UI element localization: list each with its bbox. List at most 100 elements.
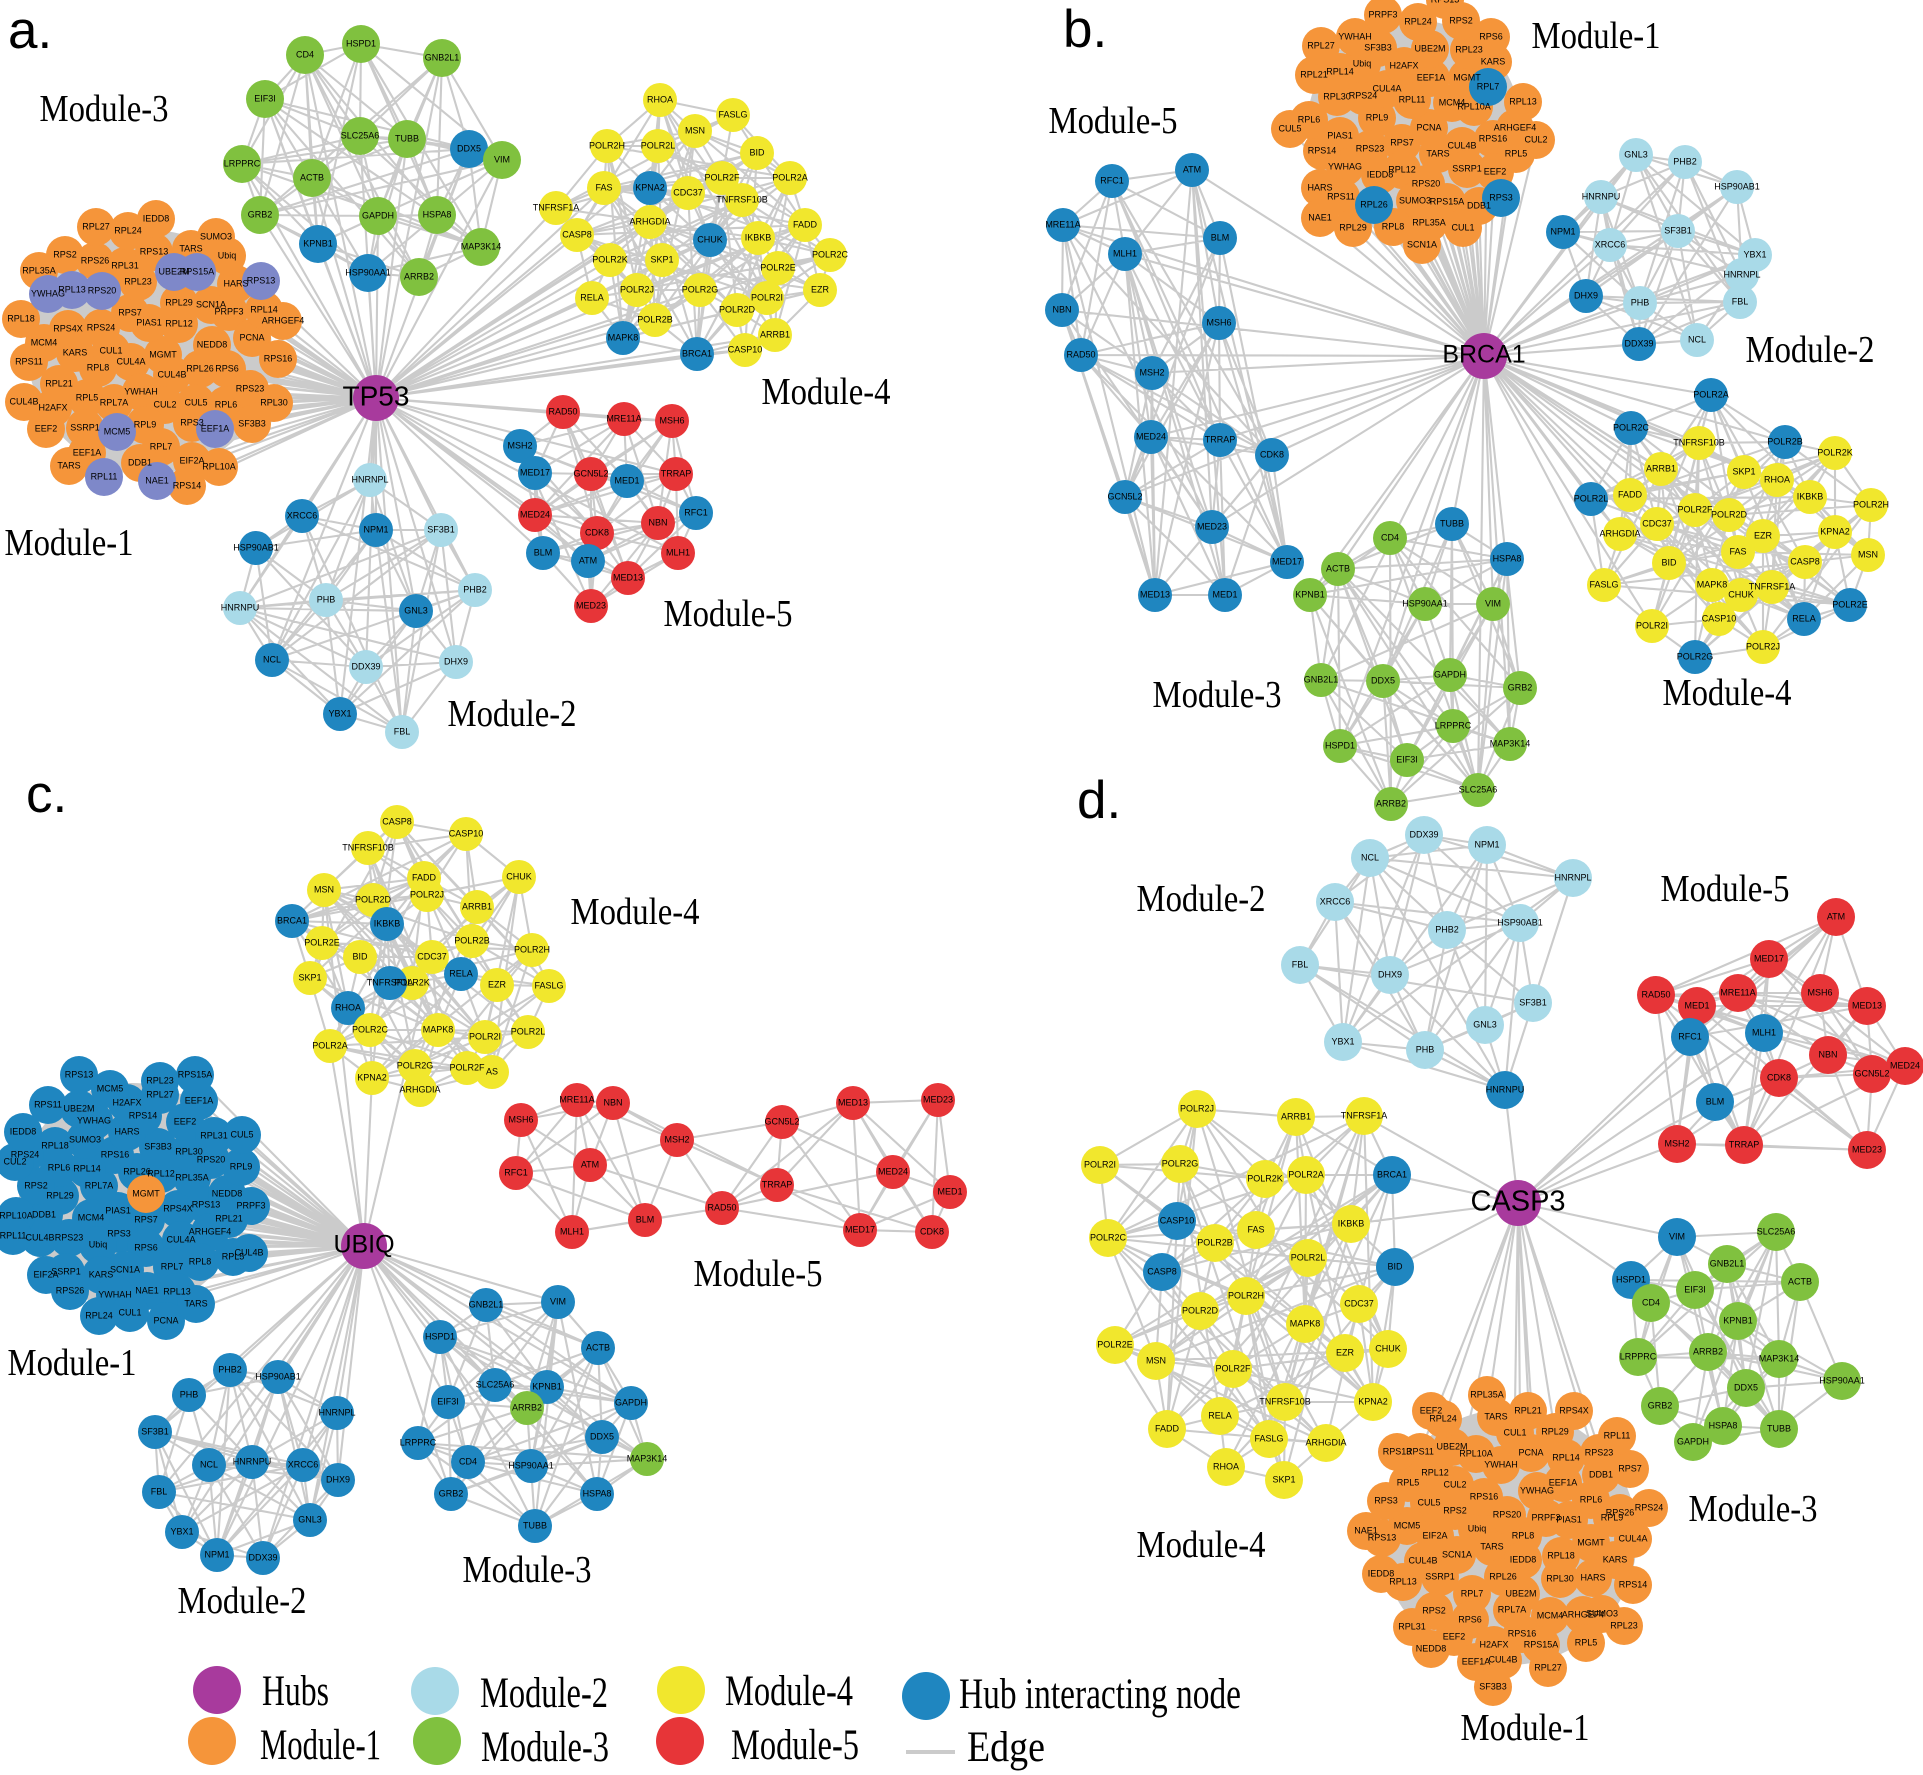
svg-text:DDX39: DDX39 [351, 661, 380, 671]
svg-text:RFC1: RFC1 [684, 507, 708, 517]
svg-text:POLR2L: POLR2L [641, 140, 676, 150]
svg-text:XRCC6: XRCC6 [288, 1459, 319, 1469]
svg-text:Module-3: Module-3 [481, 1724, 609, 1771]
svg-text:Ubiq: Ubiq [1353, 58, 1372, 68]
svg-text:HSP90AA1: HSP90AA1 [1819, 1375, 1865, 1385]
svg-text:BID: BID [1387, 1261, 1403, 1271]
svg-text:RPS16: RPS16 [1470, 1491, 1499, 1501]
svg-text:KARS: KARS [89, 1269, 114, 1279]
svg-text:RPS13: RPS13 [140, 246, 169, 256]
svg-text:EIF2A: EIF2A [1422, 1530, 1447, 1540]
svg-text:RPL6: RPL6 [48, 1162, 71, 1172]
svg-text:NAE1: NAE1 [145, 475, 169, 485]
svg-text:UBE2M: UBE2M [63, 1103, 94, 1113]
svg-text:SCN1A: SCN1A [1407, 239, 1437, 249]
svg-text:RPL35A: RPL35A [1412, 217, 1446, 227]
svg-text:SLC25A6: SLC25A6 [476, 1379, 515, 1389]
svg-text:CASP3: CASP3 [1470, 1186, 1565, 1218]
svg-text:MAP3K14: MAP3K14 [1490, 738, 1531, 748]
svg-text:CDC37: CDC37 [1344, 1298, 1374, 1308]
svg-text:Module-4: Module-4 [1663, 672, 1792, 714]
svg-text:CUL4B: CUL4B [1408, 1555, 1437, 1565]
svg-text:SUMO3: SUMO3 [1586, 1608, 1618, 1618]
svg-text:PCNA: PCNA [239, 332, 264, 342]
svg-text:MRE11A: MRE11A [1720, 987, 1755, 997]
svg-text:MSH6: MSH6 [508, 1114, 533, 1124]
svg-text:RPS6: RPS6 [134, 1242, 158, 1252]
svg-text:NAE1: NAE1 [1308, 212, 1332, 222]
svg-text:TARS: TARS [179, 243, 202, 253]
svg-text:POLR2E: POLR2E [760, 262, 796, 272]
svg-text:ACTB: ACTB [1326, 563, 1350, 573]
svg-text:RPS13: RPS13 [1431, 0, 1460, 4]
svg-text:RPL5: RPL5 [1397, 1477, 1420, 1487]
svg-text:RPS2: RPS2 [1422, 1605, 1446, 1615]
svg-text:c.: c. [26, 765, 67, 824]
svg-text:RPL29: RPL29 [1339, 222, 1367, 232]
svg-text:CHUK: CHUK [1728, 589, 1754, 599]
svg-text:POLR2L: POLR2L [511, 1026, 546, 1036]
svg-text:NCL: NCL [1361, 852, 1379, 862]
svg-text:POLR2C: POLR2C [352, 1024, 389, 1034]
svg-text:NEDD8: NEDD8 [197, 339, 228, 349]
svg-text:PRPF3: PRPF3 [236, 1200, 265, 1210]
svg-text:PHB2: PHB2 [463, 584, 487, 594]
svg-text:MCM5: MCM5 [104, 426, 131, 436]
svg-text:CUL2: CUL2 [3, 1156, 26, 1166]
svg-text:TARS: TARS [1484, 1411, 1507, 1421]
svg-text:FADD: FADD [793, 219, 818, 229]
svg-text:RPS13: RPS13 [65, 1069, 94, 1079]
svg-text:NEDD8: NEDD8 [1416, 1643, 1447, 1653]
svg-text:POLR2E: POLR2E [1097, 1339, 1133, 1349]
svg-text:PIAS1: PIAS1 [1556, 1514, 1582, 1524]
svg-text:RPL27: RPL27 [146, 1089, 174, 1099]
svg-text:RPL26: RPL26 [123, 1166, 151, 1176]
svg-text:MSH2: MSH2 [1664, 1138, 1689, 1148]
svg-text:MAPK8: MAPK8 [423, 1024, 454, 1034]
svg-text:GCN5L2: GCN5L2 [1854, 1068, 1889, 1078]
svg-text:FAS: FAS [1729, 546, 1746, 556]
svg-text:GNL3: GNL3 [1473, 1019, 1497, 1029]
svg-text:MLH1: MLH1 [1113, 248, 1137, 258]
svg-text:SUMO3: SUMO3 [1399, 195, 1431, 205]
svg-text:YWHAG: YWHAG [31, 288, 65, 298]
svg-text:ATM: ATM [1183, 164, 1201, 174]
svg-text:FASLG: FASLG [718, 109, 747, 119]
svg-text:MAPK8: MAPK8 [608, 332, 639, 342]
svg-text:LRPPRC: LRPPRC [224, 158, 261, 168]
svg-text:EEF1A: EEF1A [73, 447, 102, 457]
svg-text:RPL11: RPL11 [0, 1230, 26, 1240]
svg-text:MGMT: MGMT [1577, 1537, 1605, 1547]
svg-text:VIM: VIM [494, 154, 510, 164]
svg-text:HSP90AB1: HSP90AB1 [255, 1371, 301, 1381]
svg-text:RPL29: RPL29 [46, 1190, 74, 1200]
svg-text:RPS2: RPS2 [1449, 15, 1473, 25]
svg-text:RPS6: RPS6 [215, 363, 239, 373]
svg-text:RPL10A: RPL10A [0, 1210, 33, 1220]
svg-text:CHUK: CHUK [697, 234, 723, 244]
svg-text:NBN: NBN [1052, 304, 1071, 314]
svg-text:RPL13: RPL13 [1389, 1576, 1417, 1586]
svg-text:YBX1: YBX1 [1331, 1036, 1354, 1046]
svg-text:BRCA1: BRCA1 [1377, 1169, 1407, 1179]
svg-text:POLR2A: POLR2A [772, 172, 808, 182]
svg-text:KPNA2: KPNA2 [635, 182, 665, 192]
svg-text:CUL4B: CUL4B [1488, 1654, 1517, 1664]
svg-text:FASLG: FASLG [534, 980, 563, 990]
svg-text:SLC25A6: SLC25A6 [1459, 784, 1498, 794]
svg-text:GNL3: GNL3 [298, 1514, 322, 1524]
svg-text:KPNA2: KPNA2 [1358, 1396, 1388, 1406]
svg-text:RPL9: RPL9 [1366, 112, 1389, 122]
svg-text:POLR2H: POLR2H [589, 140, 625, 150]
svg-text:PRPF3: PRPF3 [214, 306, 243, 316]
svg-text:FADD: FADD [412, 872, 437, 882]
svg-text:SF3B1: SF3B1 [141, 1426, 169, 1436]
svg-text:RAD50: RAD50 [707, 1202, 736, 1212]
svg-text:POLR2D: POLR2D [1182, 1305, 1219, 1315]
svg-text:YWHAG: YWHAG [1520, 1485, 1554, 1495]
svg-text:a.: a. [8, 1, 52, 60]
svg-text:RPL23: RPL23 [146, 1075, 174, 1085]
svg-text:TNFRSF10B: TNFRSF10B [716, 194, 768, 204]
svg-text:Module-4: Module-4 [725, 1668, 853, 1715]
svg-text:YBX1: YBX1 [170, 1526, 193, 1536]
